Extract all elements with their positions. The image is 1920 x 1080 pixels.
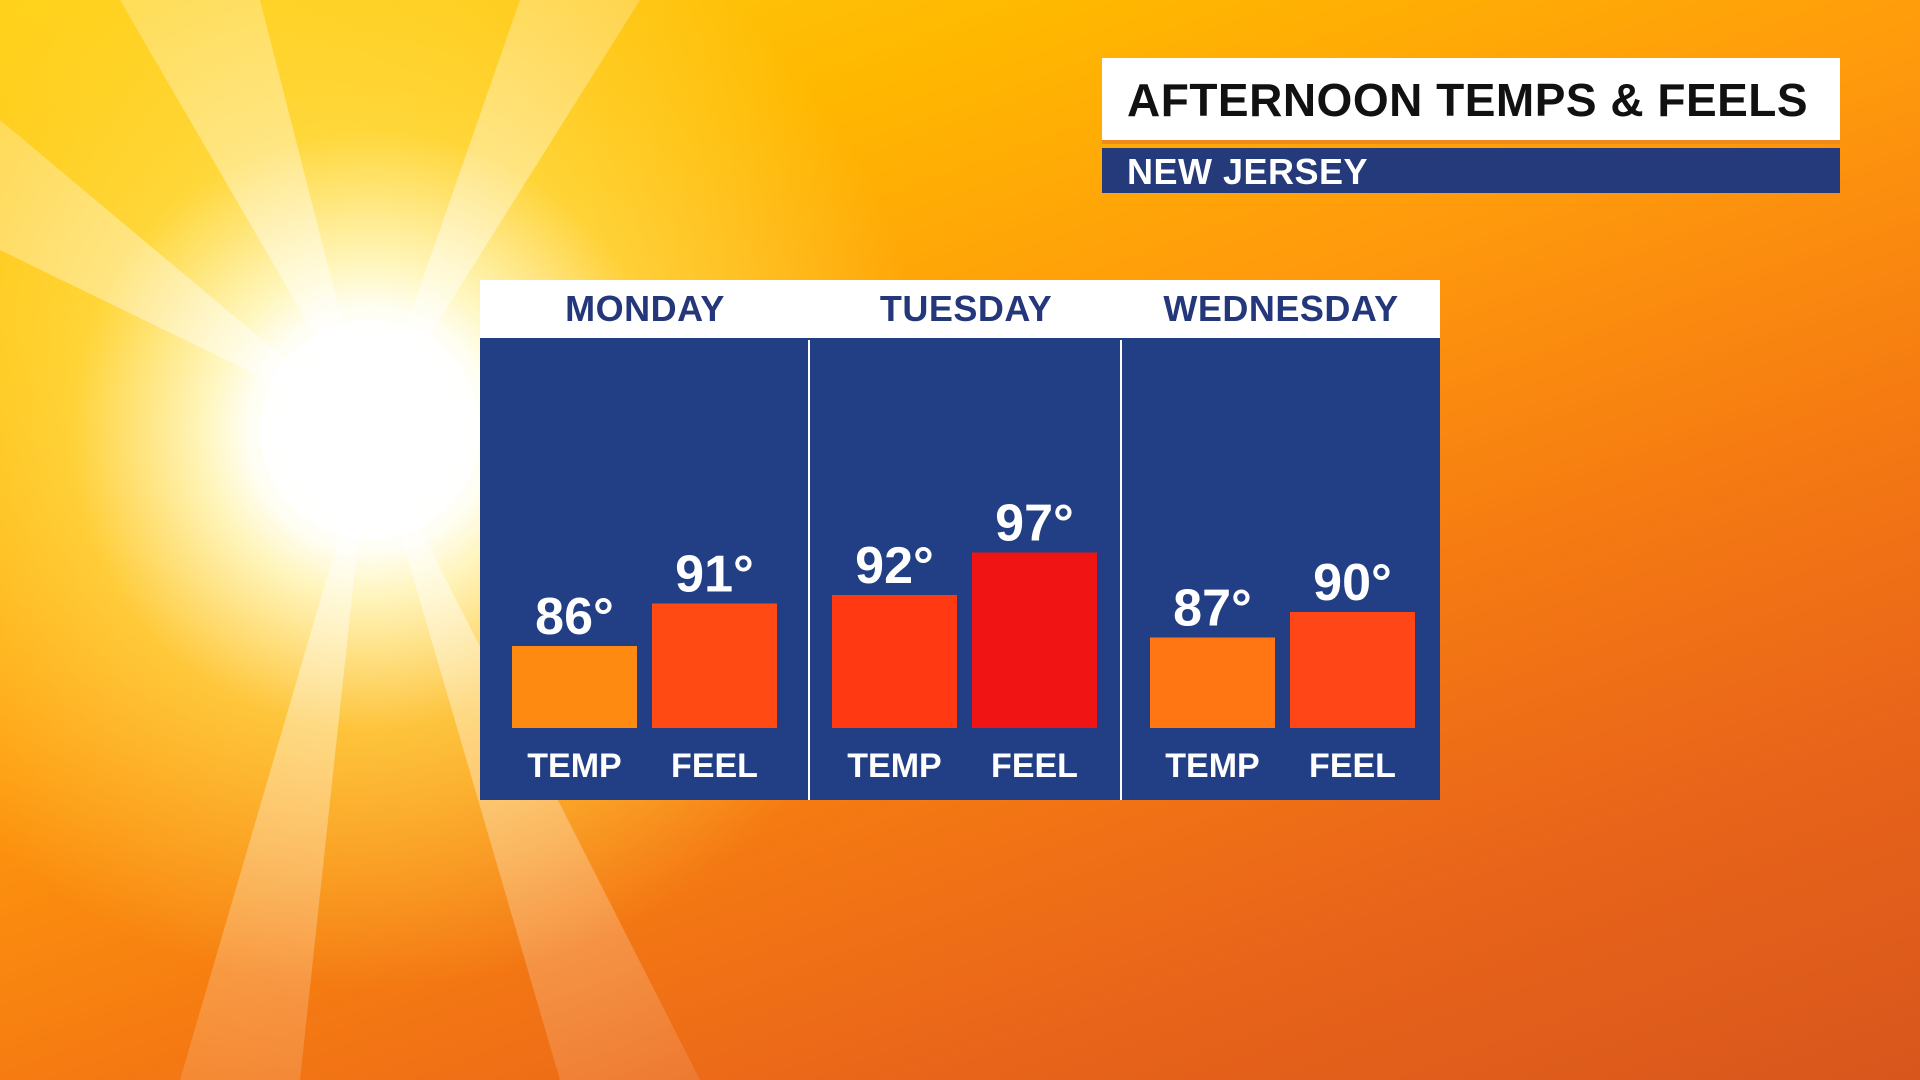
chart-title: AFTERNOON TEMPS & FEELS	[1127, 74, 1809, 126]
category-label: FEEL	[671, 747, 758, 785]
bar-monday-temp	[512, 646, 637, 728]
bar-wednesday-feel	[1290, 612, 1415, 728]
day-label-tuesday: TUESDAY	[879, 288, 1053, 329]
panel-body	[480, 338, 1440, 800]
value-label: 92°	[855, 537, 934, 595]
title-box: AFTERNOON TEMPS & FEELS	[1102, 58, 1840, 144]
bar-tuesday-feel	[972, 552, 1097, 728]
category-label: TEMP	[847, 747, 941, 785]
value-label: 97°	[995, 495, 1074, 553]
category-label: TEMP	[1165, 747, 1259, 785]
panel-header	[480, 280, 1440, 338]
value-label: 90°	[1313, 554, 1392, 612]
subtitle-box: NEW JERSEY	[1102, 148, 1840, 193]
forecast-panel: MONDAY TUESDAY WEDNESDAY 86° TEMP 91° FEEL 9…	[480, 280, 1440, 800]
category-label: FEEL	[991, 747, 1078, 785]
chart-subtitle: NEW JERSEY	[1127, 151, 1369, 192]
category-label: FEEL	[1309, 747, 1396, 785]
day-label-wednesday: WEDNESDAY	[1163, 288, 1399, 329]
category-label: TEMP	[527, 747, 621, 785]
value-label: 91°	[675, 546, 754, 604]
value-label: 87°	[1173, 580, 1252, 638]
panel-divider	[808, 340, 810, 800]
day-label-monday: MONDAY	[565, 288, 725, 329]
bar-tuesday-temp	[832, 595, 957, 728]
bar-chart: 86° TEMP 91° FEEL 92° TEMP 97° FEEL 87° TEMP 90° FE…	[512, 495, 1415, 785]
panel-divider	[1120, 340, 1122, 800]
bar-monday-feel	[652, 603, 777, 728]
value-label: 86°	[535, 588, 614, 646]
bar-wednesday-temp	[1150, 637, 1275, 728]
